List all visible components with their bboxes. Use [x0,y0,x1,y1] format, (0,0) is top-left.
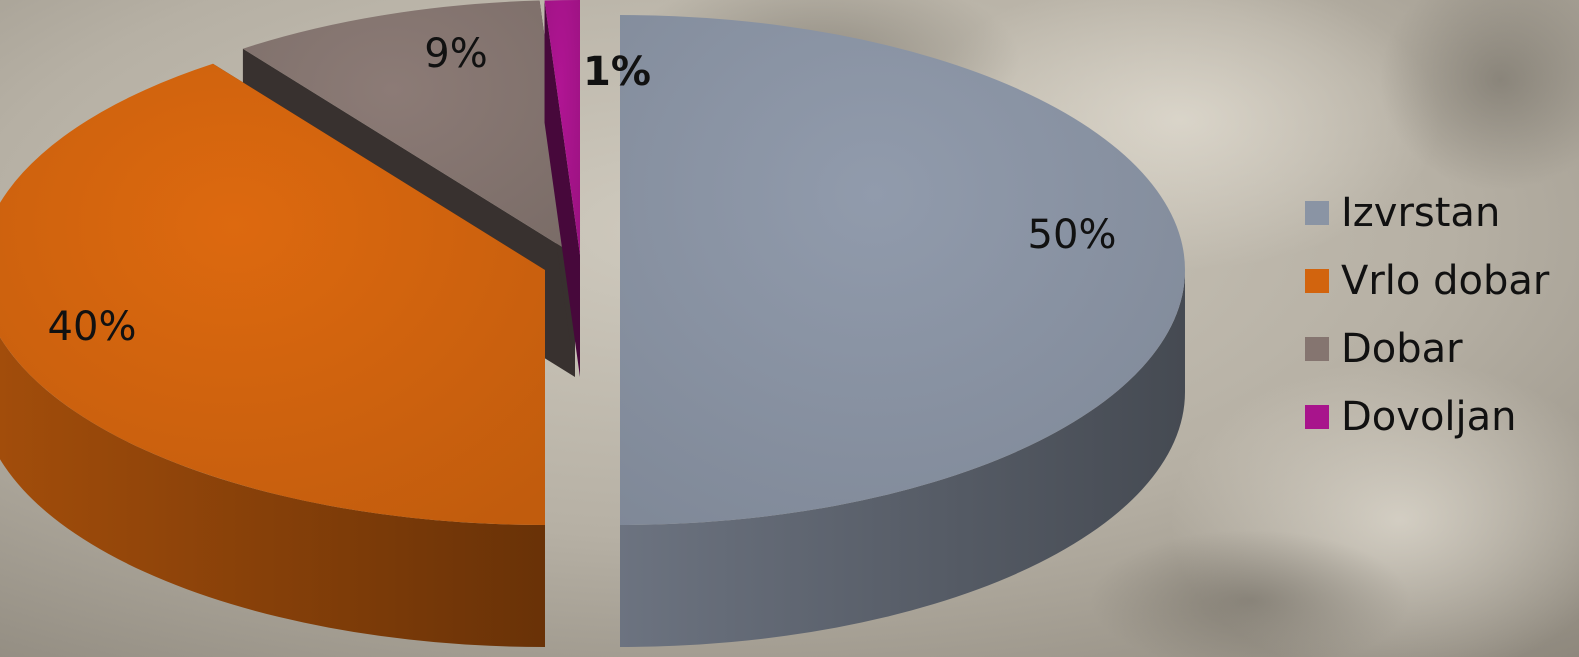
data-label-izvrstan: 50% [1028,212,1117,258]
legend-item-vrlo-dobar: Vrlo dobar [1305,258,1549,304]
pie-slice-izvrstan [620,15,1185,647]
legend-swatch [1305,201,1329,225]
legend-item-izvrstan: Izvrstan [1305,190,1549,236]
pie-slice-vrlo-dobar [0,63,545,647]
pie-slice-dovoljan [544,0,580,378]
pie-slice-outer-wall [620,270,1185,647]
legend-swatch [1305,337,1329,361]
data-label-dovoljan: 1% [583,49,651,95]
chart-legend: Izvrstan Vrlo dobar Dobar Dovoljan [1305,190,1549,440]
pie-slice-top [544,0,580,255]
legend-swatch [1305,269,1329,293]
legend-item-dobar: Dobar [1305,326,1549,372]
pie-slice-top [620,15,1185,525]
legend-label: Izvrstan [1341,190,1501,236]
legend-label: Vrlo dobar [1341,258,1550,304]
legend-swatch [1305,405,1329,429]
pie-slice-top [242,0,575,255]
legend-item-dovoljan: Dovoljan [1305,394,1549,440]
pie-slice-outer-wall [0,337,545,647]
data-label-vrlo-dobar: 40% [48,304,137,350]
legend-label: Dobar [1341,326,1463,372]
pie-slice-side-wall [544,0,580,378]
legend-label: Dovoljan [1341,394,1517,440]
data-label-dobar: 9% [424,31,487,77]
pie-slice-top [0,63,545,525]
